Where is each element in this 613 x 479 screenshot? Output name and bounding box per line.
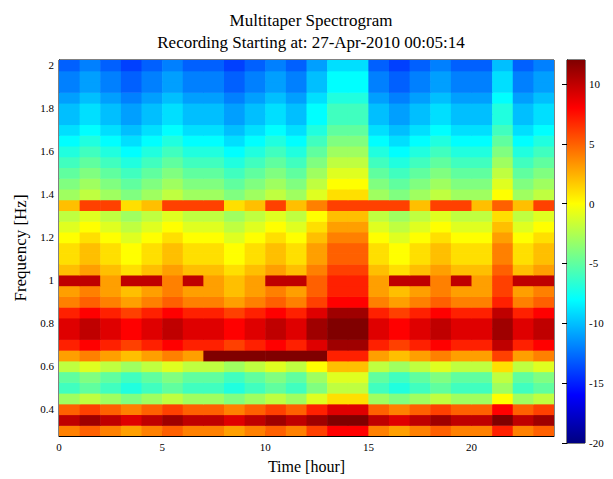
svg-text:0.4: 0.4 <box>40 403 54 415</box>
svg-text:10: 10 <box>260 441 272 453</box>
svg-text:Frequency [Hz]: Frequency [Hz] <box>11 194 30 301</box>
svg-text:5: 5 <box>159 441 165 453</box>
svg-text:20: 20 <box>466 441 478 453</box>
svg-text:-5: -5 <box>589 257 599 269</box>
svg-text:0.6: 0.6 <box>40 360 54 372</box>
svg-text:1.8: 1.8 <box>40 102 54 114</box>
svg-text:Recording Starting at: 27-Apr-: Recording Starting at: 27-Apr-2010 00:05… <box>157 33 465 52</box>
svg-text:10: 10 <box>589 78 601 90</box>
svg-text:-15: -15 <box>589 377 604 389</box>
svg-text:1.4: 1.4 <box>40 188 54 200</box>
svg-text:5: 5 <box>589 138 595 150</box>
svg-text:15: 15 <box>363 441 375 453</box>
svg-text:0.8: 0.8 <box>40 317 54 329</box>
svg-text:1.2: 1.2 <box>40 231 54 243</box>
svg-text:-20: -20 <box>589 437 604 449</box>
svg-text:Multitaper Spectrogram: Multitaper Spectrogram <box>230 11 393 30</box>
svg-text:1.6: 1.6 <box>40 145 54 157</box>
svg-text:-10: -10 <box>589 317 604 329</box>
svg-text:Time [hour]: Time [hour] <box>268 458 345 475</box>
svg-text:1: 1 <box>49 274 55 286</box>
svg-text:2: 2 <box>49 59 55 71</box>
svg-text:0: 0 <box>589 198 595 210</box>
svg-text:0: 0 <box>56 441 62 453</box>
